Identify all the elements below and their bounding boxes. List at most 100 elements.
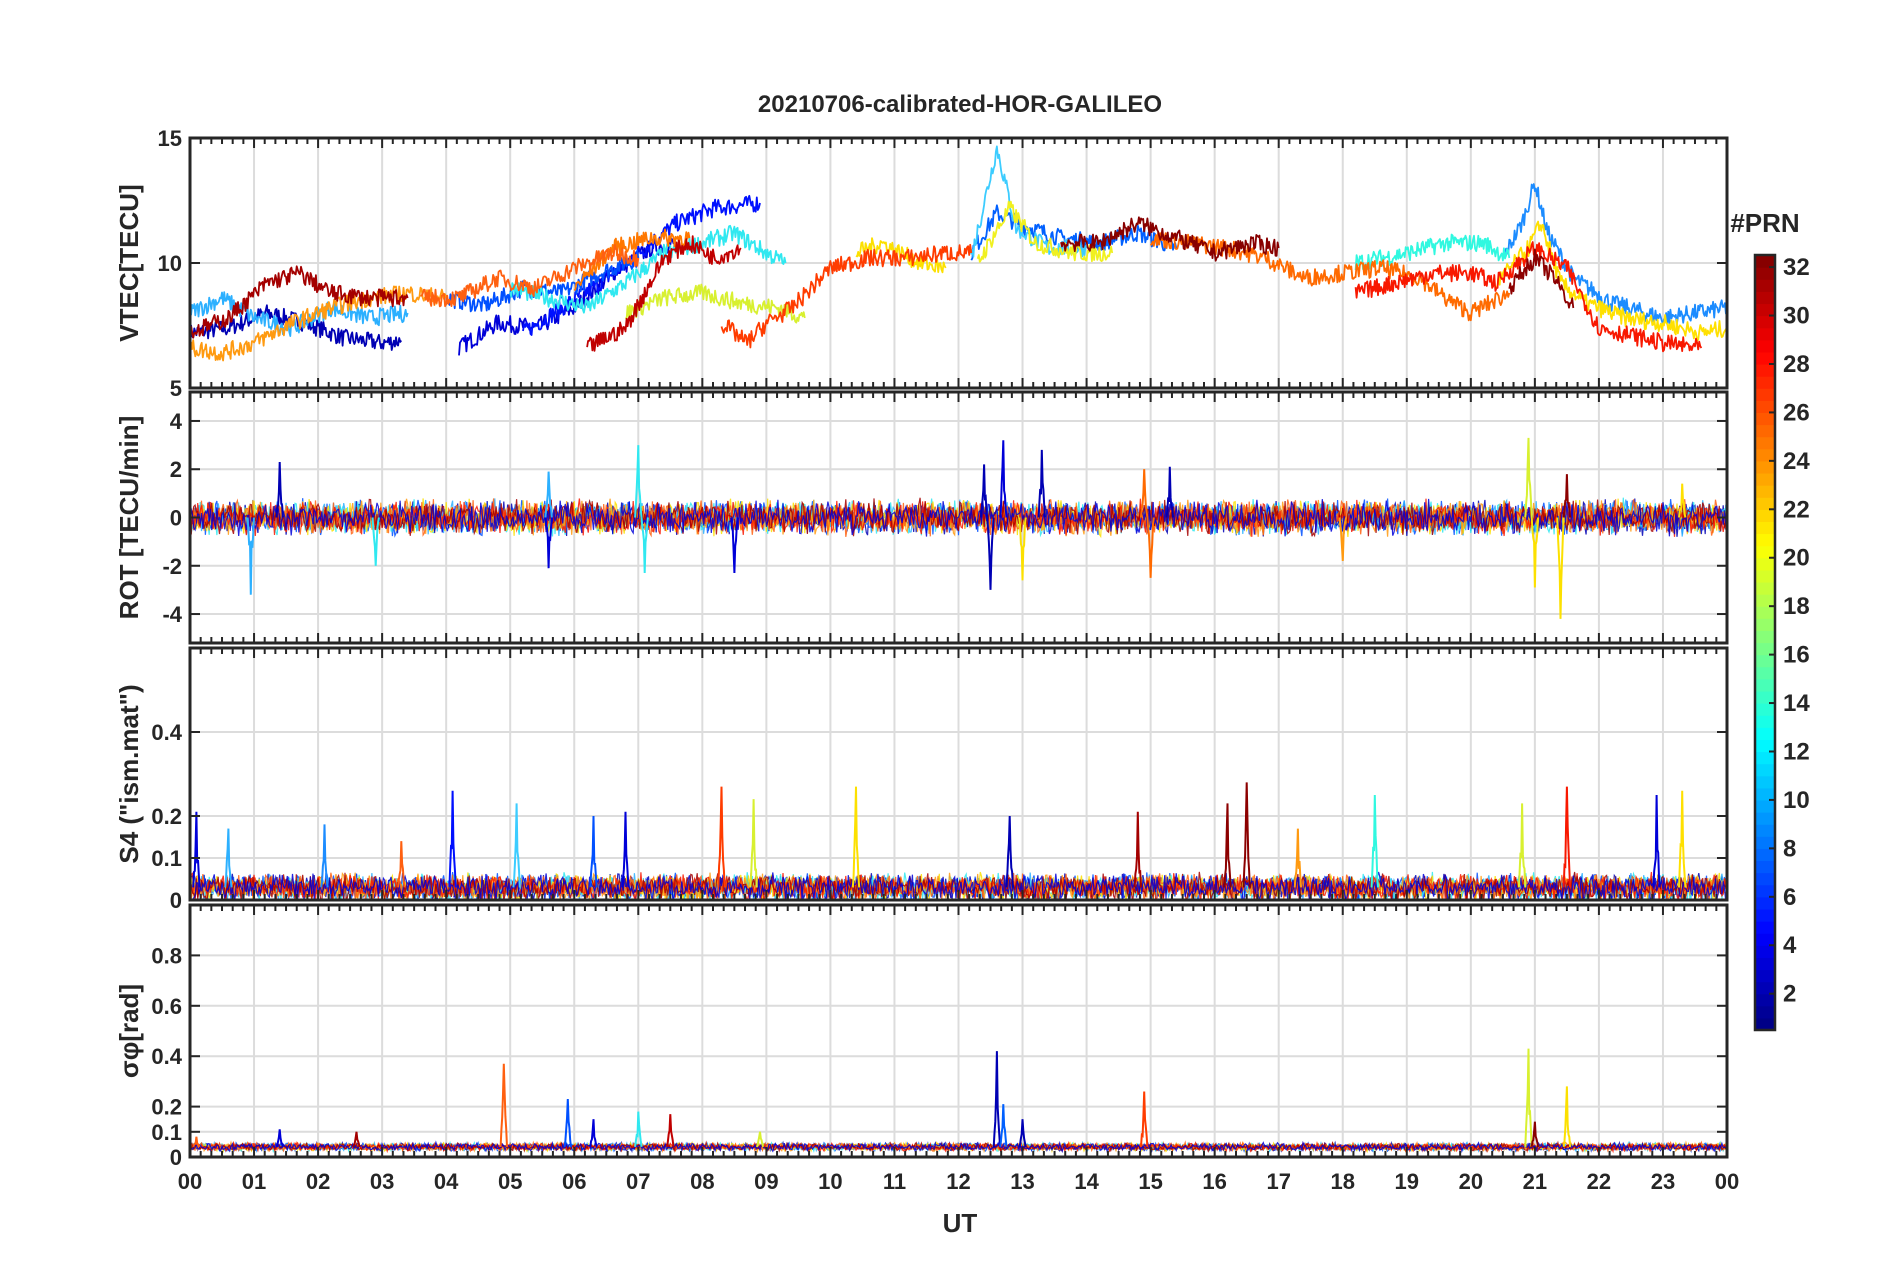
colorbar-segment <box>1755 388 1775 401</box>
spike <box>1524 437 1533 518</box>
x-tick-label: 07 <box>626 1169 650 1194</box>
colorbar-segment <box>1755 339 1775 353</box>
spike <box>1530 1121 1540 1148</box>
colorbar-segment <box>1755 630 1775 644</box>
series-prn-4 <box>522 194 761 336</box>
colorbar-label: #PRN <box>1730 208 1799 238</box>
colorbar-segment <box>1755 291 1775 305</box>
series-prn-6 <box>445 249 640 313</box>
colorbar-tick-label: 32 <box>1783 254 1810 281</box>
x-tick-label: 17 <box>1266 1169 1290 1194</box>
x-tick-label: 03 <box>370 1169 394 1194</box>
panel-4: 00.10.2 0.4 0.6 0.8 σφ[rad] <box>114 903 1729 1170</box>
panel-1: 5 10 15 VTEC[TECU] <box>114 126 1729 401</box>
x-tick-label: 11 <box>883 1169 906 1194</box>
spike <box>320 824 329 888</box>
colorbar-tick-label: 10 <box>1783 787 1810 814</box>
colorbar-tick-label: 8 <box>1783 835 1796 862</box>
colorbar-segment <box>1755 485 1775 498</box>
spike <box>275 461 284 518</box>
x-tick-label: 00 <box>1715 1169 1739 1194</box>
spike <box>999 440 1008 518</box>
colorbar-segment <box>1755 799 1775 813</box>
series-prn-2 <box>190 304 403 351</box>
colorbar-segment <box>1755 1017 1775 1031</box>
spike <box>1562 786 1572 888</box>
colorbar-frame <box>1753 253 1777 1032</box>
colorbar-segment <box>1755 787 1775 801</box>
y-tick-label: 0.4 <box>151 720 182 745</box>
colorbar-segment <box>1755 303 1775 317</box>
plot-area <box>190 437 1727 619</box>
colorbar-segment <box>1755 775 1775 789</box>
x-tick-label: 15 <box>1138 1169 1162 1194</box>
spike <box>851 786 861 888</box>
colorbar-tick-label: 24 <box>1783 448 1810 475</box>
y-tick-label: 15 <box>158 126 182 151</box>
x-ticks <box>189 138 1728 388</box>
noise-trace <box>190 498 1727 537</box>
grid <box>189 648 1728 901</box>
series-prn-21 <box>1495 220 1727 342</box>
y-tick-label: 0.4 <box>151 1044 182 1069</box>
colorbar-segment <box>1755 460 1775 474</box>
y-axis-label: σφ[rad] <box>114 984 144 1078</box>
colorbar-segment <box>1755 436 1775 450</box>
y-axis-label: S4 ("ism.mat") <box>114 684 144 863</box>
y-tick-label: -2 <box>162 554 182 579</box>
spike <box>1146 517 1155 578</box>
colorbar-segment <box>1755 363 1775 377</box>
colorbar-tick-label: 28 <box>1783 351 1810 378</box>
series-prn-23 <box>190 285 448 362</box>
x-ticks <box>189 648 1728 900</box>
colorbar-segment <box>1755 872 1775 886</box>
x-tick-label: 12 <box>946 1169 970 1194</box>
spike <box>621 811 630 888</box>
y-axis: 0 0.1 0.2 0.4 <box>151 720 1727 913</box>
spike <box>1005 815 1014 888</box>
series-prn-28 <box>1354 241 1703 353</box>
series-prn-9 <box>1502 183 1727 326</box>
spike <box>1242 782 1251 888</box>
series-prn-19 <box>976 200 1114 263</box>
colorbar-tick-label: 22 <box>1783 496 1810 523</box>
x-tick-label: 01 <box>242 1169 266 1194</box>
spike <box>1018 1119 1027 1148</box>
colorbar-segment <box>1755 715 1775 728</box>
y-tick-label: 10 <box>158 251 182 276</box>
x-tick-label: 00 <box>178 1169 202 1194</box>
spike <box>1370 794 1379 888</box>
spike <box>397 841 406 888</box>
x-tick-label: 21 <box>1523 1169 1547 1194</box>
series-prn-30 <box>586 235 742 352</box>
x-tick-label: 10 <box>818 1169 842 1194</box>
x-tick-label: 18 <box>1331 1169 1355 1194</box>
grid <box>189 137 1728 389</box>
plot-area <box>190 145 1727 362</box>
colorbar-segment <box>1755 521 1775 535</box>
colorbar-segment <box>1755 1005 1775 1019</box>
y-tick-label: 0.2 <box>151 804 182 829</box>
colorbar-tick-label: 20 <box>1783 545 1810 572</box>
colorbar-segment <box>1755 569 1775 583</box>
spike <box>1524 1048 1533 1147</box>
colorbar-segment <box>1755 594 1775 607</box>
spike <box>275 1129 284 1148</box>
colorbar-segment <box>1755 763 1775 777</box>
colorbar-segment <box>1755 678 1775 692</box>
colorbar-segment <box>1755 606 1775 619</box>
series-prn-32 <box>1060 216 1280 262</box>
spike <box>1018 517 1027 581</box>
x-tick-label: 09 <box>754 1169 778 1194</box>
spike <box>1562 1086 1572 1148</box>
colorbar-segment <box>1755 255 1775 268</box>
y-tick-label: 2 <box>170 457 182 482</box>
y-tick-label: 0.8 <box>151 943 182 968</box>
y-axis-label: ROT [TECU/min] <box>114 416 144 620</box>
spike <box>1517 803 1527 888</box>
spike <box>1165 466 1174 518</box>
colorbar-tick-label: 2 <box>1783 981 1796 1008</box>
